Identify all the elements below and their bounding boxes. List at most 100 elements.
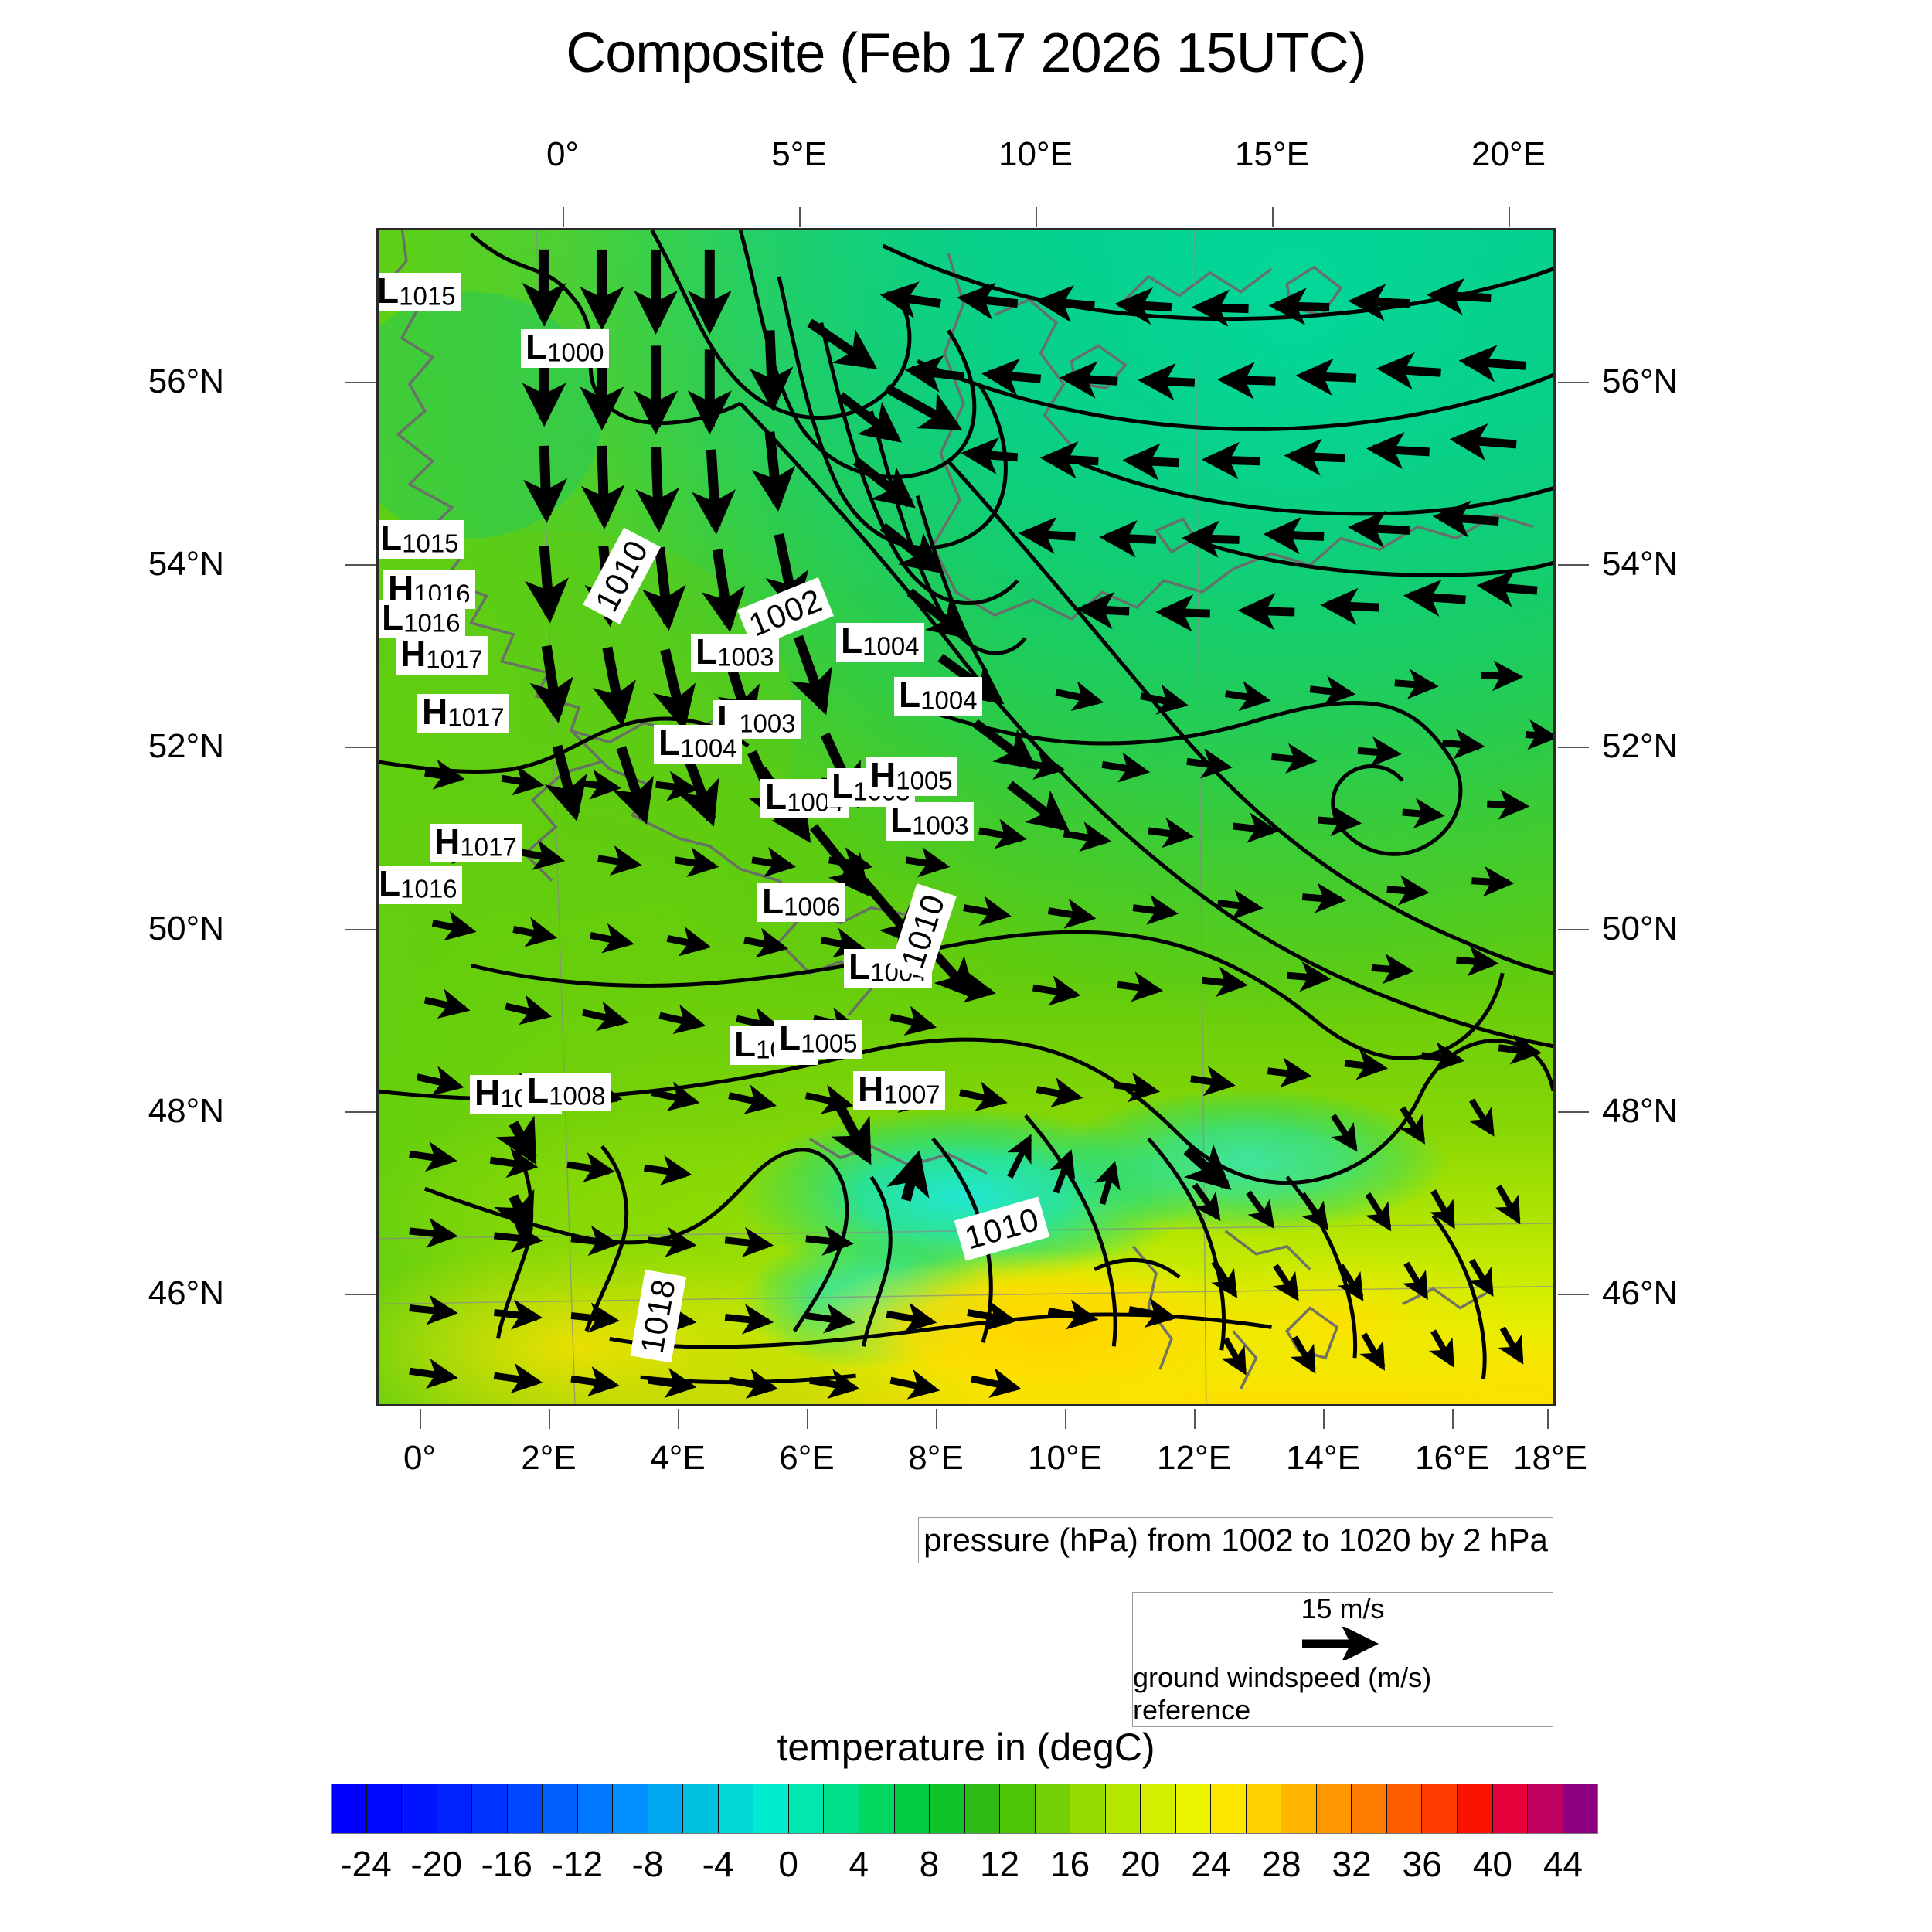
axis-tick-right-5: 46°N — [1602, 1274, 1679, 1312]
pressure-centre-L-1003-d: L1003 — [886, 802, 974, 841]
colorbar-cell — [1175, 1784, 1212, 1833]
colorbar-cell — [1000, 1784, 1036, 1833]
tick-mark-top — [563, 207, 564, 227]
pressure-centre-value: 1017 — [460, 832, 517, 862]
tick-mark-bottom — [678, 1409, 679, 1429]
pressure-centre-L-1016: L1016 — [379, 597, 465, 638]
axis-tick-left-0: 56°N — [148, 362, 224, 400]
tick-mark-right — [1558, 929, 1589, 930]
axis-tick-top-3: 15°E — [1235, 135, 1309, 173]
colorbar-cell — [366, 1784, 403, 1833]
tick-mark-bottom — [1194, 1409, 1196, 1429]
axis-tick-bottom-7: 14°E — [1286, 1439, 1360, 1477]
colorbar-cell — [1458, 1784, 1493, 1833]
pressure-centre-value: 1006 — [784, 892, 841, 921]
map-plot-area[interactable]: 1010 1002 1010 1018 1010 L1015 L1015 H10… — [376, 228, 1556, 1406]
colorbar-tick-label: -8 — [631, 1844, 664, 1884]
colorbar-cell — [718, 1784, 754, 1833]
pressure-centre-value: 1015 — [402, 529, 459, 558]
axis-tick-left-2: 52°N — [148, 727, 224, 765]
pressure-centre-L-1015-b: L1015 — [379, 520, 464, 559]
pressure-centre-kind: L — [734, 1024, 757, 1064]
colorbar-cell — [1316, 1784, 1352, 1833]
pressure-centre-value: 1017 — [426, 645, 483, 674]
axis-tick-right-4: 48°N — [1602, 1092, 1679, 1130]
colorbar-cell — [1386, 1784, 1423, 1833]
pressure-contour-legend: pressure (hPa) from 1002 to 1020 by 2 hP… — [918, 1517, 1553, 1563]
pressure-centre-value: 1007 — [883, 1080, 940, 1109]
colorbar-tick-label: 20 — [1121, 1844, 1161, 1884]
tick-mark-left — [345, 1294, 376, 1295]
colorbar-cell — [543, 1784, 578, 1833]
tick-mark-top — [799, 207, 801, 227]
colorbar-cell — [613, 1784, 648, 1833]
axis-tick-left-1: 54°N — [148, 545, 224, 583]
pressure-centre-L-1016-b: L1016 — [379, 866, 462, 904]
pressure-centre-value: 1017 — [447, 702, 505, 732]
colorbar-cell — [1070, 1784, 1106, 1833]
axis-tick-left-5: 46°N — [148, 1274, 224, 1312]
pressure-centre-kind: H — [400, 634, 427, 674]
pressure-centre-value: 1003 — [717, 642, 774, 672]
pressure-centre-kind: H — [870, 755, 896, 795]
pressure-centre-value: 1005 — [801, 1029, 858, 1058]
pressure-centre-value: 1016 — [400, 874, 457, 903]
tick-mark-right — [1558, 1111, 1589, 1113]
colorbar-cell — [1281, 1784, 1317, 1833]
pressure-centre-value: 1004 — [862, 631, 920, 661]
pressure-centre-L-1006-a: L1006 — [757, 883, 845, 922]
tick-mark-left — [345, 1111, 376, 1113]
wind-reference-speed: 15 m/s — [1301, 1593, 1385, 1624]
axis-tick-top-4: 20°E — [1471, 135, 1546, 173]
pressure-centre-H-1017-b: H1017 — [417, 694, 509, 733]
colorbar-cell — [1422, 1784, 1458, 1833]
colorbar-cell — [859, 1784, 895, 1833]
colorbar-tick-label: 24 — [1191, 1844, 1231, 1884]
axis-tick-bottom-1: 2°E — [521, 1439, 577, 1477]
pressure-centre-H-1017-a: H1017 — [396, 636, 488, 675]
tick-mark-left — [345, 929, 376, 930]
pressure-centre-L-1008: L1008 — [522, 1073, 611, 1111]
colorbar-tick-label: 40 — [1472, 1844, 1512, 1884]
pressure-centre-value: 1005 — [896, 766, 953, 795]
colorbar-title: temperature in (degC) — [777, 1726, 1155, 1769]
pressure-centre-kind: L — [765, 777, 787, 817]
pressure-centre-value: 1016 — [403, 608, 461, 638]
pressure-legend-text: pressure (hPa) from 1002 to 1020 by 2 hP… — [923, 1522, 1548, 1558]
colorbar-tick-label: -24 — [340, 1844, 392, 1884]
tick-mark-left — [345, 564, 376, 566]
axis-tick-bottom-8: 16°E — [1415, 1439, 1489, 1477]
colorbar-cell — [1211, 1784, 1247, 1833]
pressure-centre-L-1004-a: L1004 — [836, 623, 924, 662]
pressure-centre-kind: L — [377, 270, 400, 311]
pressure-centre-kind: L — [899, 675, 921, 715]
pressure-centre-kind: H — [858, 1069, 884, 1109]
colorbar-cell — [683, 1784, 719, 1833]
pressure-centre-kind: L — [382, 597, 404, 638]
pressure-centre-kind: L — [832, 766, 854, 806]
pressure-centre-value: 1004 — [920, 685, 978, 715]
pressure-centre-L-1004-c: L1004 — [654, 725, 742, 764]
pressure-centre-value: 1003 — [912, 811, 969, 840]
colorbar-cell — [788, 1784, 825, 1833]
axis-tick-left-4: 48°N — [148, 1092, 224, 1130]
temperature-colorbar[interactable] — [331, 1784, 1598, 1834]
page-title: Composite (Feb 17 2026 15UTC) — [566, 22, 1367, 84]
axis-tick-bottom-4: 8°E — [908, 1439, 964, 1477]
pressure-centre-value: 1000 — [547, 338, 604, 367]
colorbar-cell — [894, 1784, 930, 1833]
pressure-centre-kind: H — [422, 692, 448, 732]
pressure-centre-kind: H — [434, 821, 461, 862]
wind-reference-arrow-icon — [1301, 1627, 1379, 1660]
axis-tick-bottom-3: 6°E — [779, 1439, 835, 1477]
colorbar-tick-label: 0 — [778, 1844, 799, 1884]
colorbar-cell — [1352, 1784, 1387, 1833]
pressure-centre-H-1007: H1007 — [853, 1071, 945, 1110]
pressure-centre-value: 1015 — [399, 281, 456, 311]
colorbar-cell — [1528, 1784, 1563, 1833]
tick-mark-left — [345, 747, 376, 748]
tick-mark-bottom — [1323, 1409, 1325, 1429]
colorbar-cell — [437, 1784, 473, 1833]
axis-tick-bottom-0: 0° — [403, 1439, 437, 1477]
pressure-centre-kind: L — [527, 1070, 549, 1111]
